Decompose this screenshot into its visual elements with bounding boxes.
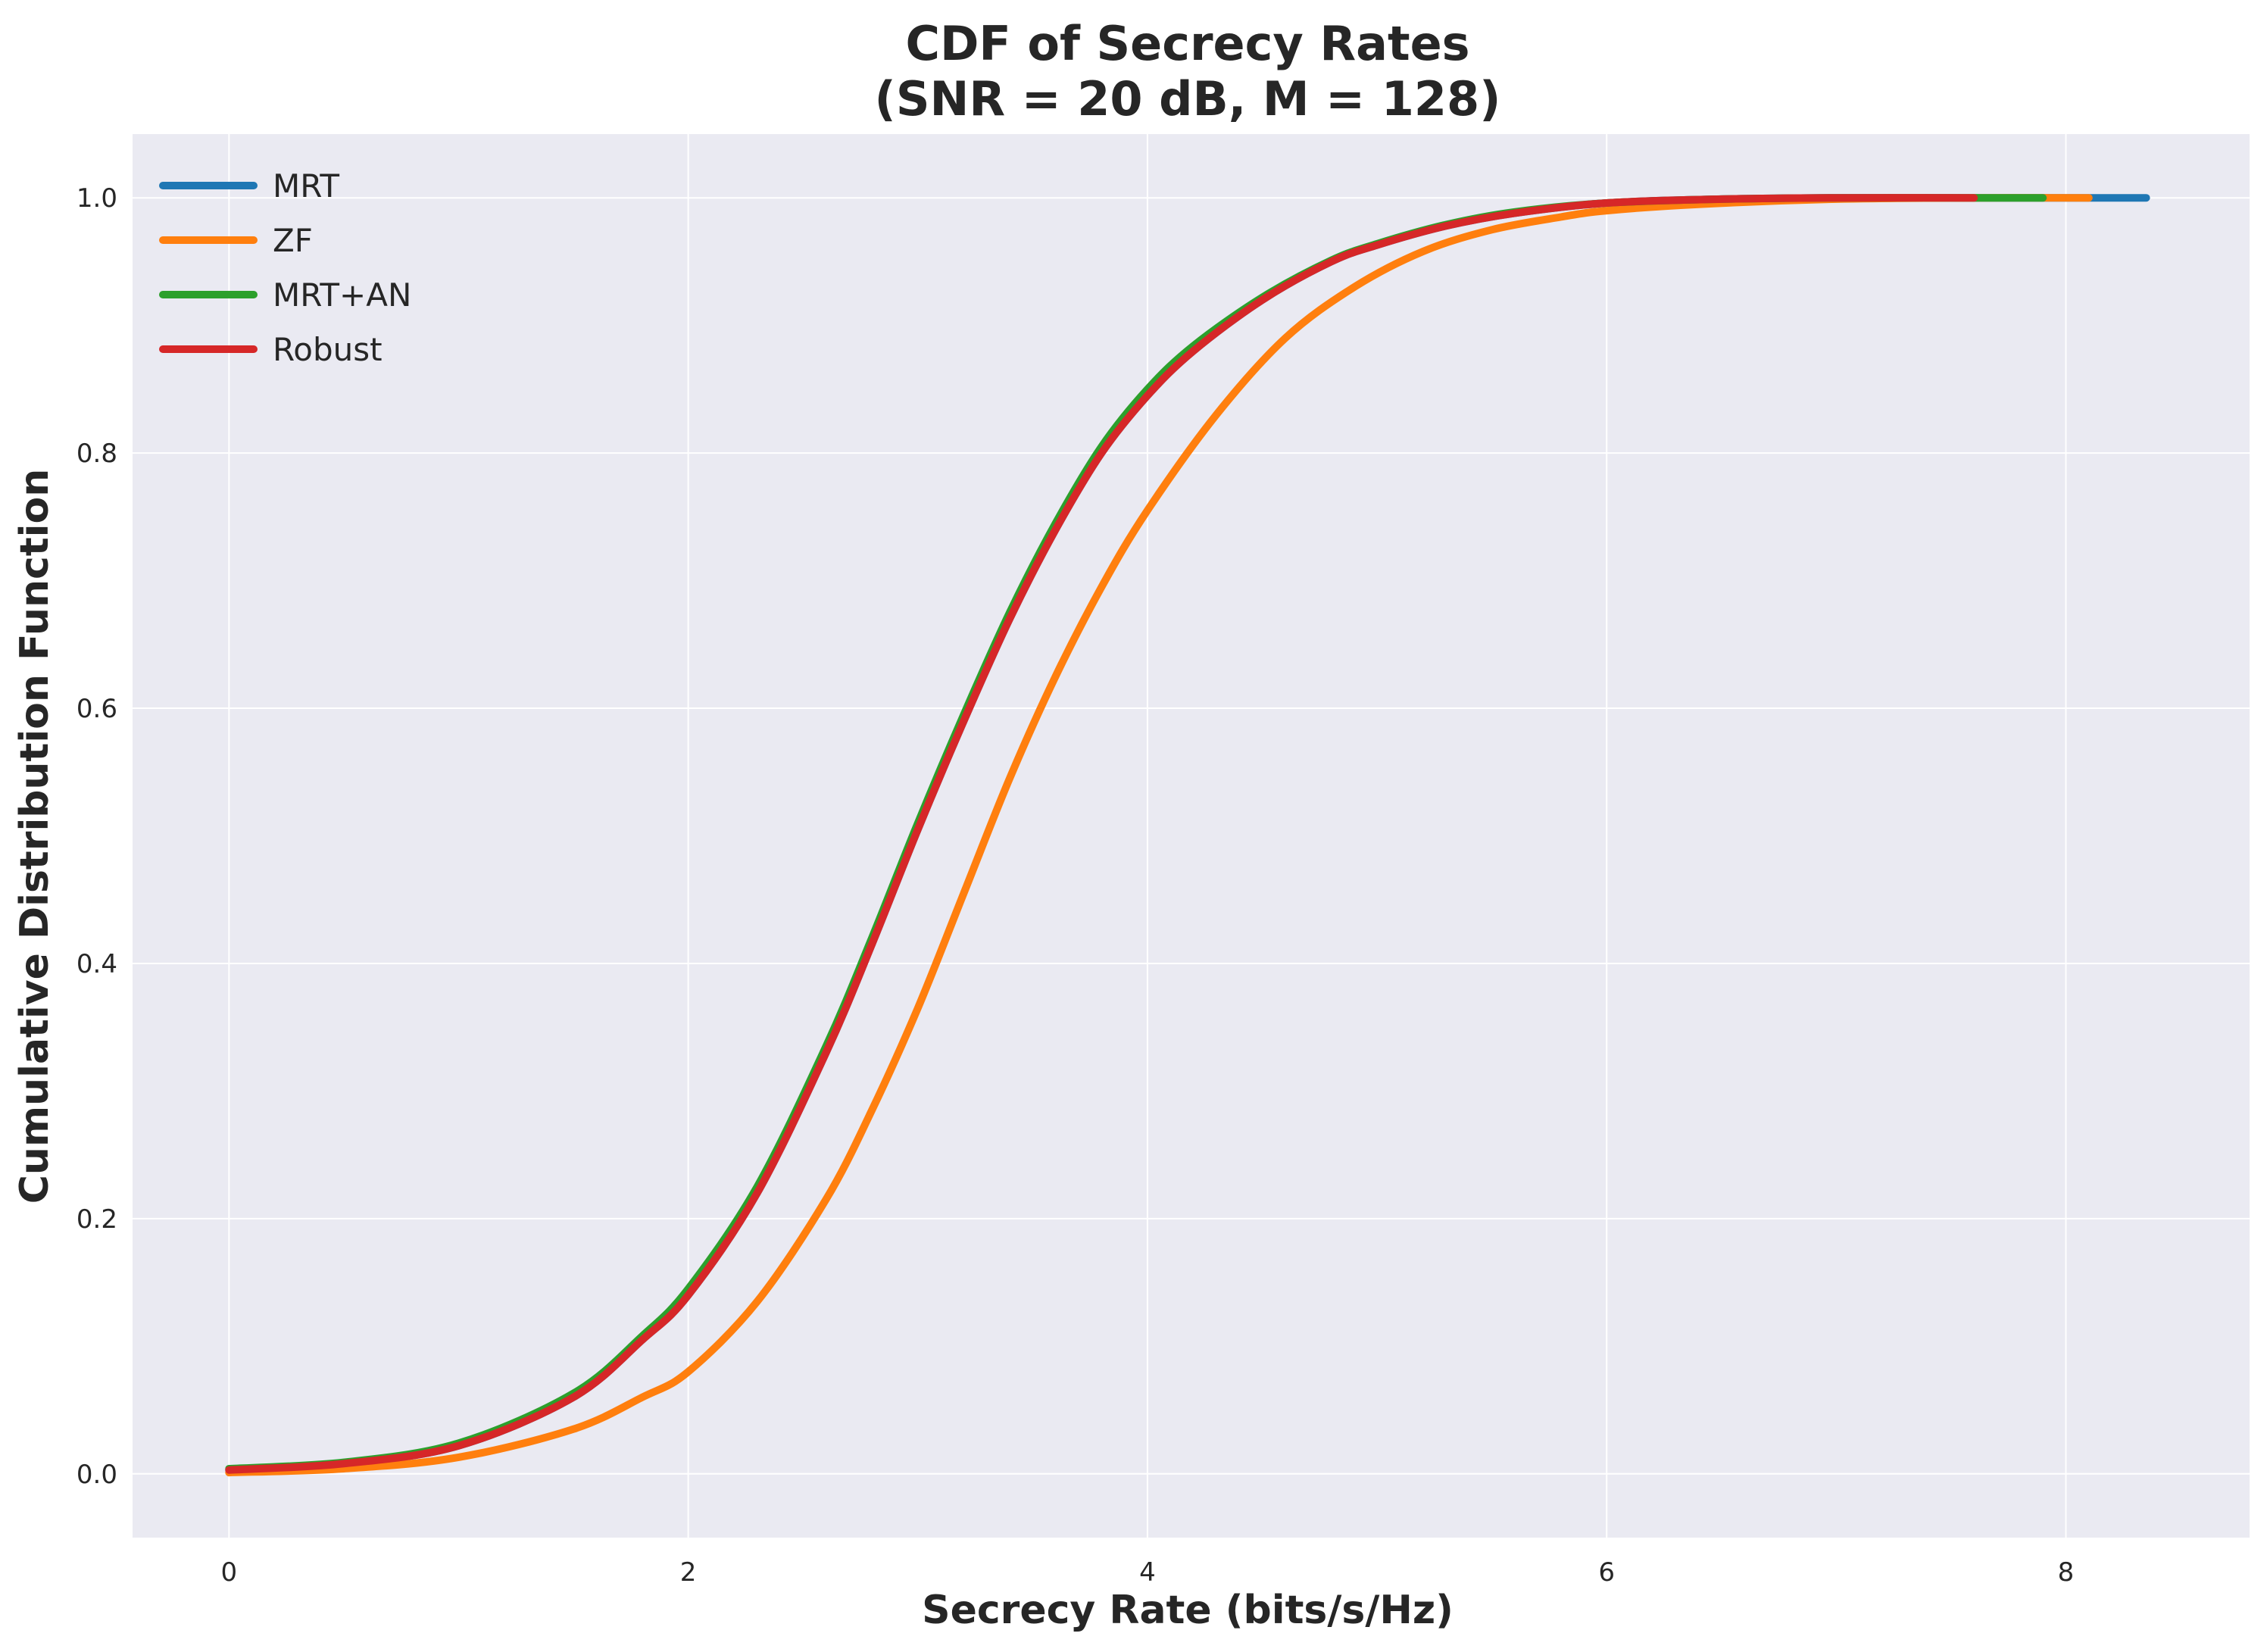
legend-label: Robust bbox=[273, 331, 383, 368]
y-axis-label: Cumulative Distribution Function bbox=[12, 469, 58, 1204]
legend-label: MRT+AN bbox=[273, 276, 411, 314]
y-tick-label: 0.2 bbox=[77, 1204, 117, 1235]
y-tick-label: 0.0 bbox=[77, 1460, 117, 1490]
x-tick-label: 4 bbox=[1139, 1557, 1156, 1588]
x-tick-label: 2 bbox=[680, 1557, 697, 1588]
series-line-robust bbox=[225, 194, 1978, 1474]
x-tick-label: 0 bbox=[221, 1557, 238, 1588]
grid bbox=[133, 134, 2250, 1538]
legend-label: ZF bbox=[273, 222, 313, 259]
y-tick-label: 0.4 bbox=[77, 949, 117, 979]
legend: MRT ZF MRT+AN Robust bbox=[159, 167, 411, 368]
x-tick-label: 8 bbox=[2058, 1557, 2075, 1588]
y-tick-label: 1.0 bbox=[77, 183, 117, 214]
tick-labels: 0 2 4 6 8 0.0 0.2 0.4 0.6 0.8 1.0 bbox=[77, 183, 2074, 1588]
y-tick-label: 0.6 bbox=[77, 694, 117, 724]
legend-label: MRT bbox=[273, 167, 339, 205]
series-line-zf bbox=[225, 194, 2093, 1477]
series-layer bbox=[225, 194, 2150, 1477]
y-tick-label: 0.8 bbox=[77, 439, 117, 469]
x-tick-label: 6 bbox=[1598, 1557, 1615, 1588]
x-axis-label: Secrecy Rate (bits/s/Hz) bbox=[922, 1588, 1454, 1633]
chart-title-line-1: CDF of Secrecy Rates bbox=[905, 16, 1469, 71]
chart-title-line-2: (SNR = 20 dB, M = 128) bbox=[875, 71, 1501, 126]
plot-area bbox=[133, 134, 2250, 1538]
